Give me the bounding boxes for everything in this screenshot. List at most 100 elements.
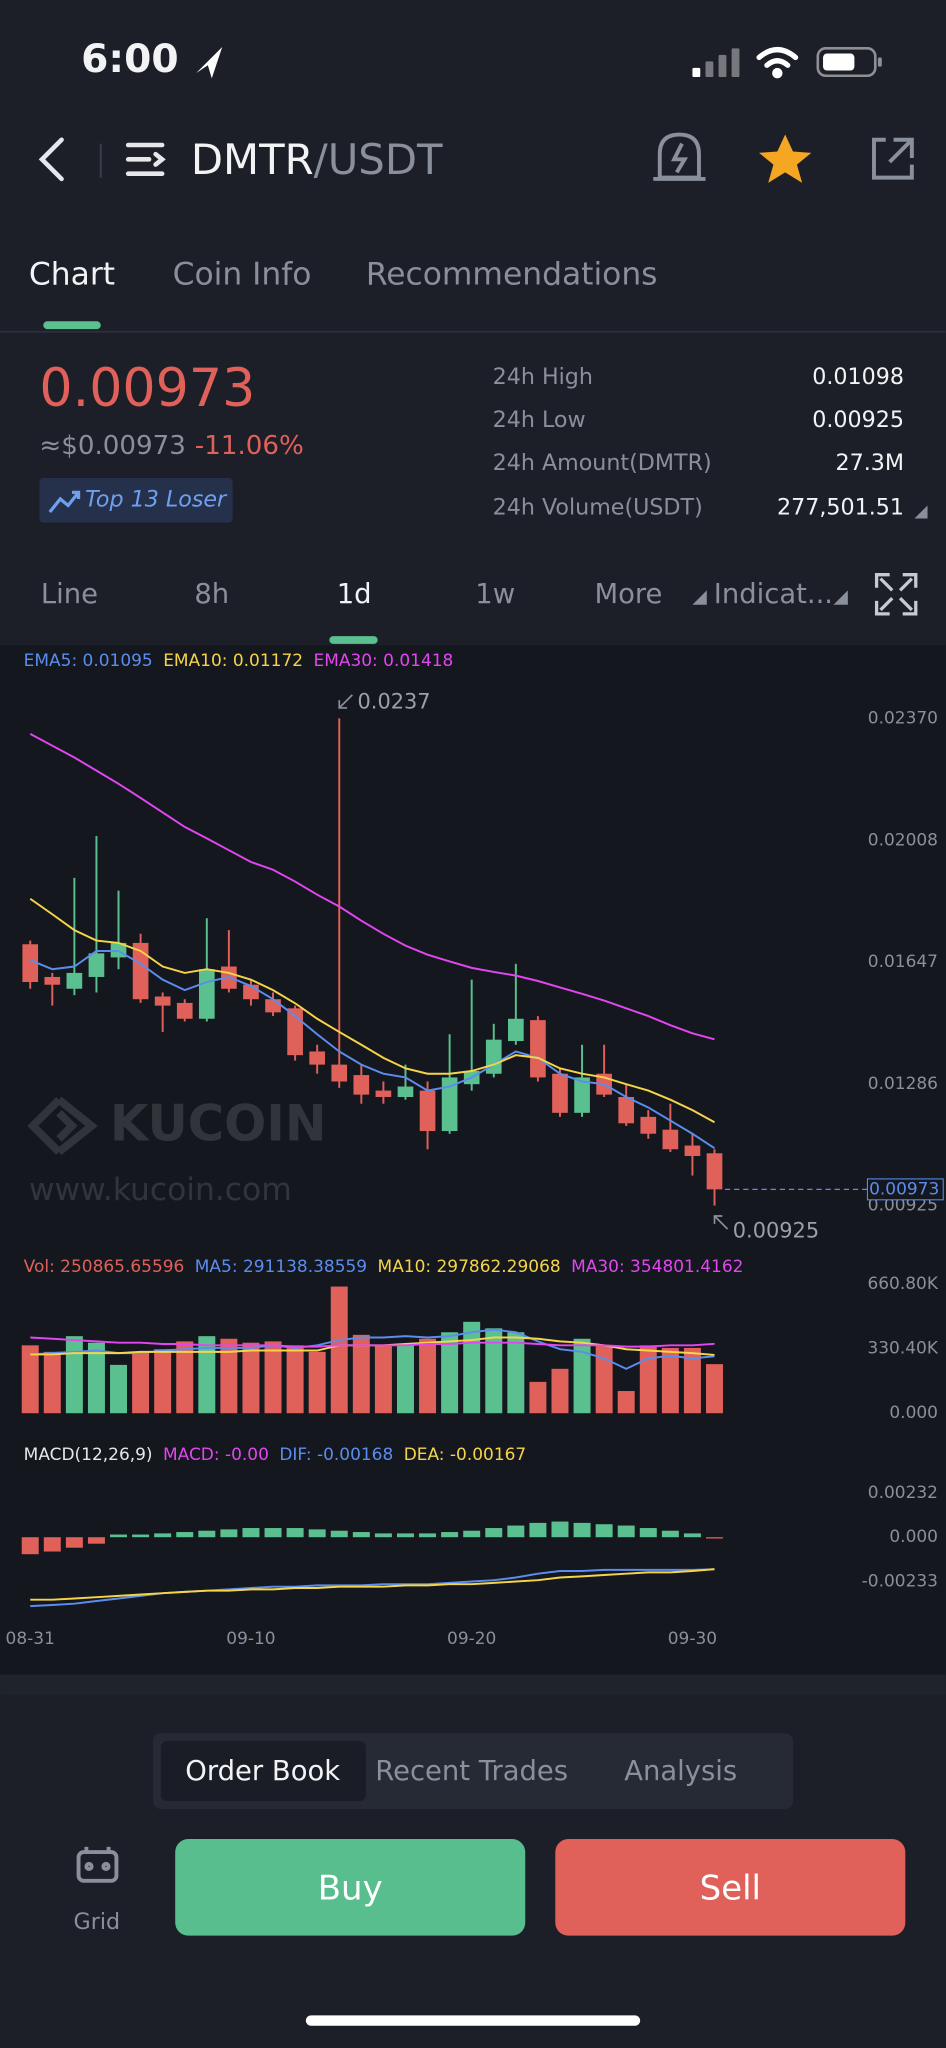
macd-bar [485,1528,503,1538]
candle-body [88,953,105,977]
macd-line [30,1568,715,1608]
volume-bar [43,1351,61,1414]
interval[interactable]: Indicat... [714,579,833,610]
y-tick-label: 330.40K [867,1339,938,1359]
badge[interactable] [39,478,233,523]
segment[interactable]: Recent Trades [375,1756,568,1787]
interval[interactable]: Line [41,579,98,610]
candle-body [552,1073,568,1113]
macd-bar [21,1537,39,1555]
plot: 0.02370 0.02008 0.01647 0.01286 0.00925 660.8… [6,690,944,1649]
corner-triangle [914,505,928,519]
candle-body [684,1145,701,1156]
share-icon[interactable] [872,137,914,180]
volume-bar [220,1338,238,1414]
macd-bar [308,1529,326,1538]
stat-label: 24h High [493,364,593,390]
alert-icon[interactable] [653,132,706,181]
tab[interactable]: Chart [29,257,115,293]
legend-entry: EMA30: 0.01418 [313,651,453,671]
buy-label: Buy [318,1868,383,1908]
location-icon [196,47,223,79]
volume-bar [661,1347,679,1414]
favorite-star[interactable] [759,134,812,183]
candle-body [176,1002,193,1019]
candle-body [640,1116,657,1134]
interval[interactable]: 1w [475,579,515,610]
stat-value: 0.00925 [812,407,904,433]
macd-bar [706,1537,723,1539]
stat-value: 277,501.51 [777,495,904,521]
macd-bar [198,1530,216,1538]
legend-entry: MA5: 291138.38559 [195,1257,367,1277]
badge-icon [48,490,81,514]
x-tick-label: 09-20 [447,1629,496,1649]
legend-entry: DEA: -0.00167 [404,1445,527,1465]
grid-icon[interactable] [76,1846,119,1883]
volume-bar [330,1286,348,1414]
volume-bar [485,1328,503,1414]
candle-body [198,969,215,1019]
x-tick-label: 08-31 [6,1629,55,1649]
interval[interactable]: 8h [194,579,229,610]
legend-entry: MA30: 354801.4162 [571,1257,743,1277]
buy-button[interactable] [175,1839,526,1936]
volume-bar [595,1345,613,1414]
candle-body [265,999,281,1013]
volume-bar [198,1336,216,1414]
candle-body [44,976,61,985]
macd-bar [639,1528,657,1538]
tab[interactable]: Recommendations [366,257,658,293]
macd-bar [661,1530,679,1538]
legend-entry: EMA5: 0.01095 [24,651,153,671]
segment[interactable]: Order Book [185,1756,340,1787]
candle-body [154,996,171,1006]
segment[interactable]: Analysis [624,1756,737,1787]
interval[interactable]: More [594,579,662,610]
tab-indicator [43,321,101,330]
y-tick-label: 0.00232 [868,1483,938,1503]
tab[interactable]: Coin Info [173,257,312,293]
volume-bar [617,1391,635,1414]
interval[interactable]: 1d [337,579,372,610]
macd-bar [419,1533,437,1538]
legend-entry: DIF: -0.00168 [279,1445,393,1465]
back-button[interactable] [38,137,64,182]
candle-body [574,1077,590,1113]
watermark: KUCOIN www.kucoin.com [27,1095,326,1208]
candle-body [375,1090,392,1097]
x-tick-label: 09-10 [226,1629,275,1649]
volume-bar [87,1342,105,1414]
last-price-label: 0.00973 [869,1179,939,1199]
volume-bar [639,1345,657,1414]
change: -11.06% [195,431,304,461]
base: DMTR [191,134,314,183]
y-tick-label: 0.01647 [868,952,938,972]
volume-bar [264,1341,282,1414]
sell-button[interactable] [555,1839,906,1936]
candle-body [132,942,149,1000]
candle-body [441,1077,458,1132]
macd-bar [529,1522,547,1538]
pair: DMTR/USDT [191,134,443,183]
clock: 6:00 [81,37,178,82]
macd-bar [264,1528,282,1538]
legend-entry: MA10: 297862.29068 [378,1257,561,1277]
volume-bar [441,1332,459,1414]
macd-bar [65,1537,83,1548]
macd-bar [176,1532,194,1538]
fullscreen-icon[interactable] [874,573,918,616]
candle-body [419,1090,436,1132]
macd-bar [132,1534,150,1538]
macd-bar [683,1533,701,1538]
stat-label: 24h Volume(USDT) [493,495,703,521]
candle-body [706,1153,723,1190]
menu-icon[interactable] [125,142,166,176]
macd-bar [352,1532,370,1538]
legend-entry: MACD(12,26,9) [24,1445,153,1465]
candle-body [66,972,83,989]
candle-body [530,1020,546,1078]
macd-bar [87,1537,105,1544]
